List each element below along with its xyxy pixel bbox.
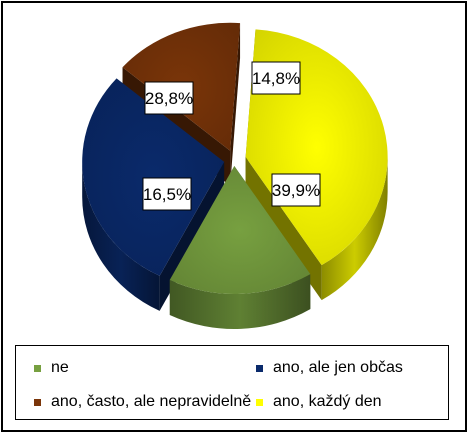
- legend-label-ne: ne: [51, 359, 69, 376]
- legend-label-ano-casto: ano, často, ale nepravidelně: [51, 393, 252, 410]
- legend-label-ano-kazdy-den: ano, každý den: [273, 393, 382, 410]
- legend-item-ano-kazdy-den: ano, každý den: [256, 393, 382, 411]
- legend-item-ne: ne: [34, 359, 69, 377]
- legend-item-ano-obcas: ano, ale jen občas: [256, 359, 403, 377]
- pie-side-ano-kazdy-den: [321, 157, 388, 301]
- svg-text:39,9%: 39,9%: [272, 181, 320, 200]
- pie-side-ne: [169, 274, 311, 329]
- legend-swatch-ano-kazdy-den: [256, 398, 263, 406]
- legend-swatch-ne: [34, 364, 41, 372]
- svg-text:28,8%: 28,8%: [145, 89, 193, 108]
- data-label-ne: 16,5%: [142, 177, 192, 211]
- pie-cut-ano-casto: [230, 23, 241, 186]
- pie-side-ano-obcas: [82, 161, 160, 311]
- data-label-ano-obcas: 28,8%: [144, 81, 194, 115]
- legend-swatch-ano-obcas: [256, 364, 263, 372]
- svg-text:14,8%: 14,8%: [252, 69, 300, 88]
- legend-label-ano-obcas: ano, ale jen občas: [273, 359, 403, 376]
- pie-slice-ano-obcas: [82, 78, 225, 276]
- pie-slice-ne: [169, 165, 311, 294]
- legend-item-ano-casto: ano, často, ale nepravidelně: [34, 393, 251, 411]
- data-label-ano-casto: 14,8%: [251, 61, 301, 95]
- data-label-ano-kazdy-den: 39,9%: [271, 173, 321, 207]
- pie-chart: 39,9% 16,5% 28,8% 14,8%: [82, 22, 388, 329]
- legend-swatch-ano-casto: [34, 398, 41, 406]
- svg-text:16,5%: 16,5%: [143, 185, 191, 204]
- legend: ne ano, ale jen občas ano, často, ale ne…: [15, 345, 449, 420]
